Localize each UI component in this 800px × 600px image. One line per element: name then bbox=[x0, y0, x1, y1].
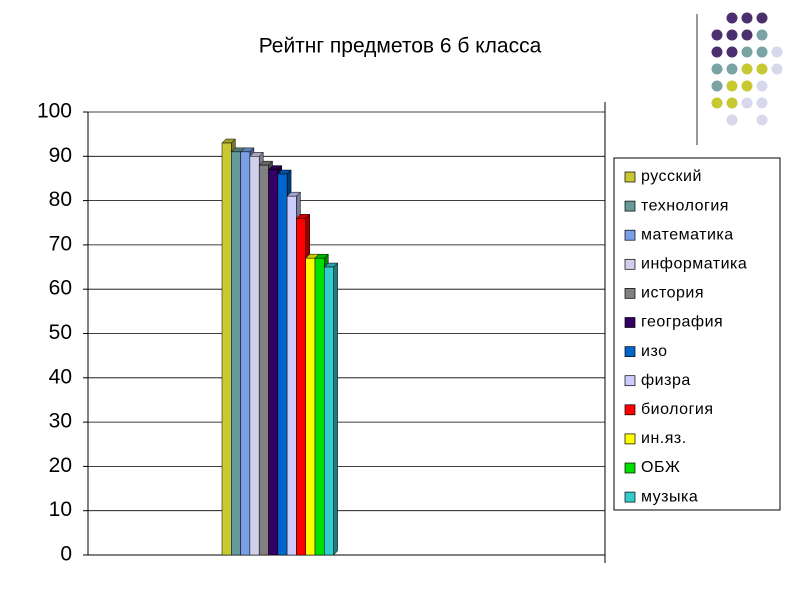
y-tick-label: 60 bbox=[49, 277, 72, 300]
chart-title: Рейтнг предметов 6 б класса bbox=[259, 35, 542, 58]
legend-swatch bbox=[624, 200, 636, 212]
legend-label: информатика bbox=[641, 256, 747, 273]
bar bbox=[286, 195, 297, 556]
decor-dot bbox=[756, 63, 768, 75]
legend-swatch bbox=[624, 258, 636, 270]
bar bbox=[296, 218, 306, 556]
y-tick-label: 90 bbox=[49, 144, 72, 167]
legend-label: ОБЖ bbox=[641, 459, 680, 476]
y-tick-label: 80 bbox=[49, 188, 72, 211]
decor-dot bbox=[756, 97, 768, 109]
legend-label: технология bbox=[641, 197, 729, 214]
legend-swatch bbox=[624, 288, 636, 299]
decor-dot bbox=[741, 12, 753, 24]
decor-dot bbox=[741, 63, 753, 75]
y-tick-label: 50 bbox=[49, 321, 72, 344]
y-tick-label: 10 bbox=[49, 498, 72, 521]
bar bbox=[231, 151, 241, 556]
legend-swatch bbox=[624, 346, 636, 357]
decor-dot bbox=[756, 80, 768, 92]
legend-label: ин.яз. bbox=[641, 430, 687, 447]
decor-dot bbox=[741, 80, 753, 92]
bar bbox=[240, 151, 251, 556]
decor-dot bbox=[726, 97, 738, 109]
bar bbox=[324, 266, 334, 556]
decor-dot bbox=[741, 46, 753, 58]
bar bbox=[249, 156, 260, 556]
y-tick-label: 70 bbox=[49, 232, 72, 255]
decor-dot bbox=[726, 80, 738, 92]
legend-label: физра bbox=[641, 372, 691, 389]
legend-swatch bbox=[624, 229, 636, 241]
y-tick-label: 30 bbox=[49, 410, 72, 433]
decor-dot bbox=[756, 114, 768, 126]
y-tick-label: 0 bbox=[60, 543, 72, 566]
bar bbox=[268, 169, 279, 556]
decoration bbox=[696, 12, 783, 145]
bar bbox=[258, 164, 269, 556]
decor-dot bbox=[711, 29, 723, 41]
bar-side bbox=[333, 262, 338, 556]
legend-label: музыка bbox=[641, 488, 698, 505]
bar bbox=[314, 257, 325, 556]
legend-swatch bbox=[624, 171, 636, 183]
decor-dot bbox=[756, 46, 768, 58]
legend-swatch bbox=[624, 375, 636, 387]
legend-label: история bbox=[641, 285, 704, 302]
decor-dot bbox=[711, 97, 723, 109]
decor-dot bbox=[756, 12, 768, 24]
legend-box bbox=[613, 157, 781, 511]
decor-dot bbox=[741, 97, 753, 109]
bar bbox=[221, 142, 232, 556]
decor-dot bbox=[726, 114, 738, 126]
decor-dot bbox=[756, 29, 768, 41]
decor-dot bbox=[711, 63, 723, 75]
decor-dot bbox=[726, 46, 738, 58]
legend-swatch bbox=[624, 317, 636, 328]
legend-label: география bbox=[641, 314, 723, 331]
legend-swatch bbox=[624, 491, 636, 503]
legend-label: русский bbox=[641, 168, 702, 185]
legend-swatch bbox=[624, 462, 636, 474]
legend-label: изо bbox=[641, 343, 668, 360]
legend-label: биология bbox=[641, 401, 714, 418]
y-tick-label: 100 bbox=[37, 100, 72, 123]
legend-label: математика bbox=[641, 226, 734, 243]
bar bbox=[277, 173, 288, 556]
y-tick-label: 40 bbox=[49, 365, 72, 388]
decor-dot bbox=[711, 80, 723, 92]
legend-swatch bbox=[624, 433, 636, 445]
legend-swatch bbox=[624, 404, 636, 416]
decor-dot bbox=[711, 46, 723, 58]
decor-dot bbox=[726, 12, 738, 24]
decor-dot bbox=[726, 29, 738, 41]
decor-dot bbox=[771, 46, 783, 58]
decor-dot bbox=[741, 29, 753, 41]
bar bbox=[305, 257, 316, 556]
decor-dot bbox=[726, 63, 738, 75]
y-tick-label: 20 bbox=[49, 454, 72, 477]
decor-dot bbox=[771, 63, 783, 75]
